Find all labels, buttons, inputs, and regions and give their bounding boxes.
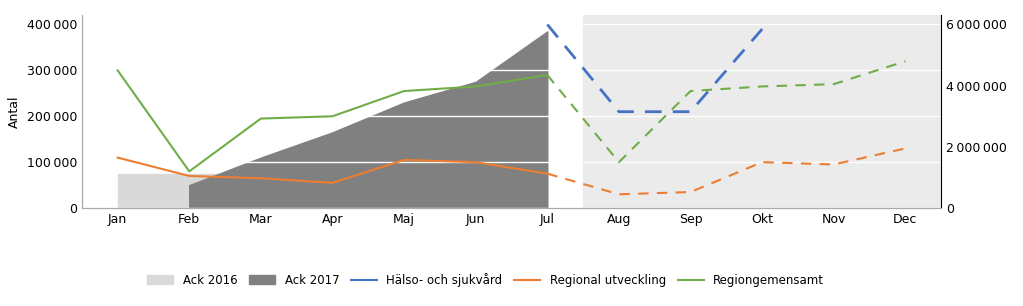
Bar [583,15,941,208]
Legend: Ack 2016, Ack 2017, Hälso- och sjukvård, Regional utveckling, Regiongemensamt: Ack 2016, Ack 2017, Hälso- och sjukvård,… [142,268,829,291]
Y-axis label: Antal: Antal [8,95,21,128]
